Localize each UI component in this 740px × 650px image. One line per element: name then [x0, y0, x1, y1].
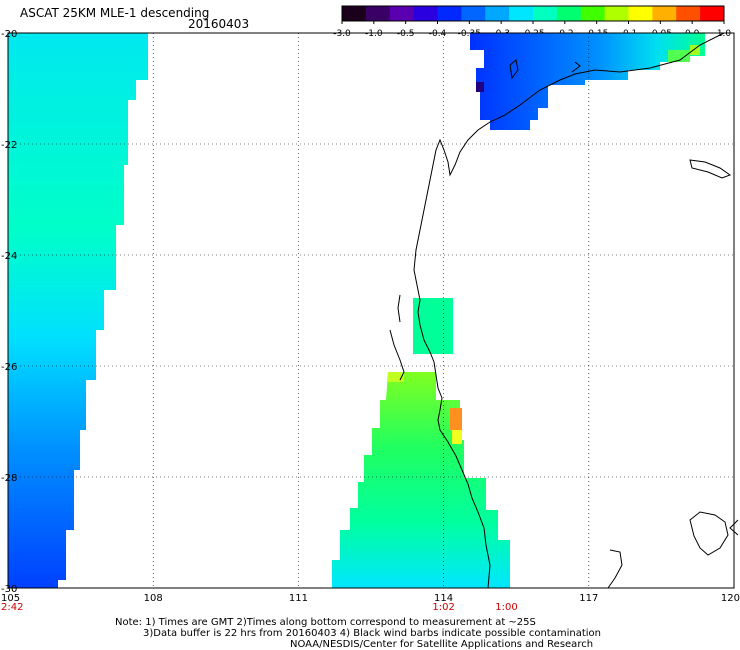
lon-tick-label: 114 [434, 593, 453, 604]
note-line-1: Note: 1) Times are GMT 2)Times along bot… [115, 617, 536, 628]
middle-box [413, 298, 453, 354]
colorbar: -3.0-1.0-0.5-0.4-0.35-0.3-0.25-0.2-0.15-… [333, 5, 732, 39]
colorbar-segment [509, 6, 534, 21]
time-label: 1:02 [432, 602, 454, 613]
colorbar-segment [604, 6, 629, 21]
note-line-2: 3)Data buffer is 22 hrs from 20160403 4)… [143, 628, 601, 639]
lon-tick-label: 108 [144, 593, 163, 604]
colorbar-segment [461, 6, 486, 21]
colorbar-segment [556, 6, 582, 21]
time-label: 1:00 [495, 602, 517, 613]
colorbar-segment [342, 6, 367, 21]
lat-tick-label: -20 [1, 29, 17, 40]
colorbar-segment [700, 6, 725, 21]
lon-tick-label: 105 [1, 593, 20, 604]
colorbar-segment [652, 6, 677, 21]
colorbar-segment [413, 6, 438, 21]
north-swath [470, 33, 705, 130]
colorbar-label: -3.0 [333, 29, 351, 39]
colorbar-segment [485, 6, 510, 21]
lat-tick-label: -28 [1, 473, 17, 484]
colorbar-segment [389, 6, 415, 21]
lat-tick-label: -22 [1, 140, 17, 151]
map-frame [7, 32, 735, 589]
south-swath [332, 372, 510, 588]
colorbar-label: -1.0 [365, 29, 383, 39]
lat-tick-label: -24 [1, 251, 17, 262]
longitude-ticks: 105 108 111 114 117 120 [1, 593, 740, 604]
note-line-3: NOAA/NESDIS/Center for Satellite Applica… [290, 639, 594, 650]
colorbar-label: -0.5 [397, 29, 415, 39]
colorbar-segment [580, 6, 606, 21]
colorbar-segment [365, 6, 391, 21]
colorbar-label: 1.0 [717, 29, 732, 39]
colorbar-label: -0.35 [458, 29, 481, 39]
colorbar-segment [676, 6, 701, 21]
time-label: 2:42 [1, 602, 23, 613]
left-swath [8, 33, 148, 588]
time-labels: 2:42 1:02 1:00 [1, 602, 518, 613]
colorbar-segment [437, 6, 462, 21]
colorbar-segment [628, 6, 653, 21]
lon-tick-label: 117 [579, 593, 598, 604]
coastline [389, 32, 739, 589]
colorbar-segment [533, 6, 558, 21]
lon-tick-label: 120 [721, 593, 740, 604]
lat-tick-label: -26 [1, 362, 17, 373]
chart-title: ASCAT 25KM MLE-1 descending [20, 6, 210, 20]
lat-tick-label: -30 [1, 584, 17, 595]
colorbar-label: -0.4 [429, 29, 447, 39]
chart-date: 20160403 [188, 17, 250, 31]
latitude-ticks: -20 -22 -24 -26 -28 -30 [1, 29, 17, 595]
lon-tick-label: 111 [289, 593, 308, 604]
